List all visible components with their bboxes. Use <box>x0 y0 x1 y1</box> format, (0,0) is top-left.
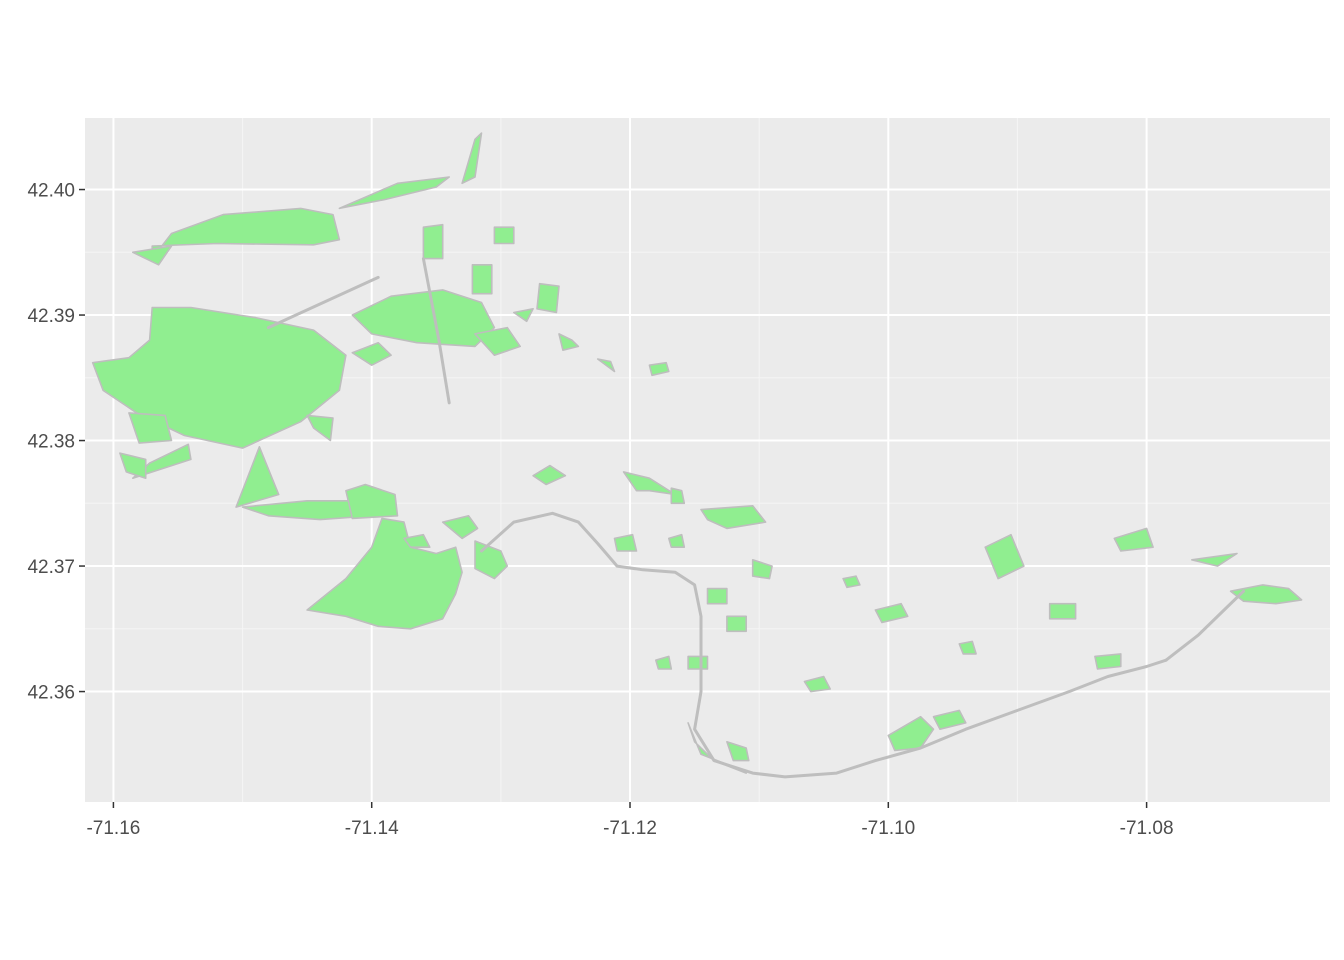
x-axis: -71.16 -71.14 -71.12 -71.10 -71.08 <box>86 802 1174 839</box>
x-tick-label: -71.08 <box>1120 818 1174 839</box>
park-block-k <box>613 533 638 552</box>
y-tick-label: 42.39 <box>27 306 75 327</box>
x-tick-label: -71.10 <box>861 818 915 839</box>
x-tick-label: -71.12 <box>603 818 657 839</box>
park-river-park-east <box>345 483 399 520</box>
park-lot-q <box>654 655 673 670</box>
park-lot-bb <box>932 709 967 731</box>
park-northwest-lot-small <box>132 245 173 266</box>
y-tick-label: 42.37 <box>27 557 75 578</box>
park-tall-block-a <box>422 223 444 260</box>
park-mid-park-annex <box>474 326 522 357</box>
park-fresh-pond-southeast <box>306 414 334 442</box>
park-south-river-lot <box>726 740 750 762</box>
park-basin-north <box>441 514 479 540</box>
park-block-e <box>512 307 534 323</box>
park-south-river-park <box>687 722 748 774</box>
park-lot-s <box>874 602 909 624</box>
park-fresh-pond-south-strip <box>128 412 173 444</box>
y-tick-label: 42.36 <box>27 683 75 704</box>
park-north-spur <box>461 132 483 185</box>
park-lot-aa <box>887 715 935 752</box>
park-central-lot-b <box>670 487 686 505</box>
park-central-lot <box>622 471 677 496</box>
park-lot-o <box>726 615 748 633</box>
park-block-i <box>648 361 670 377</box>
park-block-d <box>471 263 493 295</box>
map-features <box>91 132 1303 779</box>
park-west-lot-b <box>119 452 147 480</box>
y-tick-label: 42.40 <box>27 181 75 202</box>
park-west-triangle <box>235 445 280 508</box>
park-lot-x <box>1094 653 1122 670</box>
path-river-edge-east <box>1164 589 1245 662</box>
park-north-strip <box>338 176 451 210</box>
x-tick-label: -71.16 <box>86 818 140 839</box>
park-east-park <box>1229 584 1303 605</box>
park-block-h <box>351 341 392 367</box>
park-charles-river-basin <box>306 517 463 630</box>
path-north-diagonal <box>266 275 380 330</box>
park-lot-l <box>667 533 686 549</box>
grid-lines <box>85 118 1330 802</box>
park-block-j <box>596 358 616 373</box>
park-lot-z <box>803 675 832 693</box>
park-lot-y <box>958 640 977 655</box>
park-lot-t <box>984 533 1025 580</box>
park-harvard-square-lot <box>700 504 767 530</box>
park-northwest-lot <box>151 207 341 260</box>
park-mid-park <box>351 289 496 348</box>
y-tick-label: 42.38 <box>27 432 75 453</box>
park-basin-northwest <box>403 533 431 549</box>
park-lot-w <box>1191 552 1238 567</box>
park-lot-u <box>1048 602 1077 620</box>
park-lot-p <box>687 655 709 670</box>
path-charles-river-edge <box>480 511 1168 779</box>
y-axis: 42.36 42.37 42.38 42.39 42.40 <box>27 181 85 704</box>
x-tick-label: -71.14 <box>345 818 399 839</box>
park-lot-v <box>1113 527 1154 552</box>
park-lot-m <box>751 558 773 580</box>
park-block-f <box>536 282 560 314</box>
path-north-connector <box>421 257 451 405</box>
park-block-c <box>493 226 515 245</box>
park-block-g <box>558 333 580 352</box>
park-lot-n <box>706 587 728 605</box>
park-east-lot-a <box>532 464 567 486</box>
park-lot-r <box>842 575 861 589</box>
